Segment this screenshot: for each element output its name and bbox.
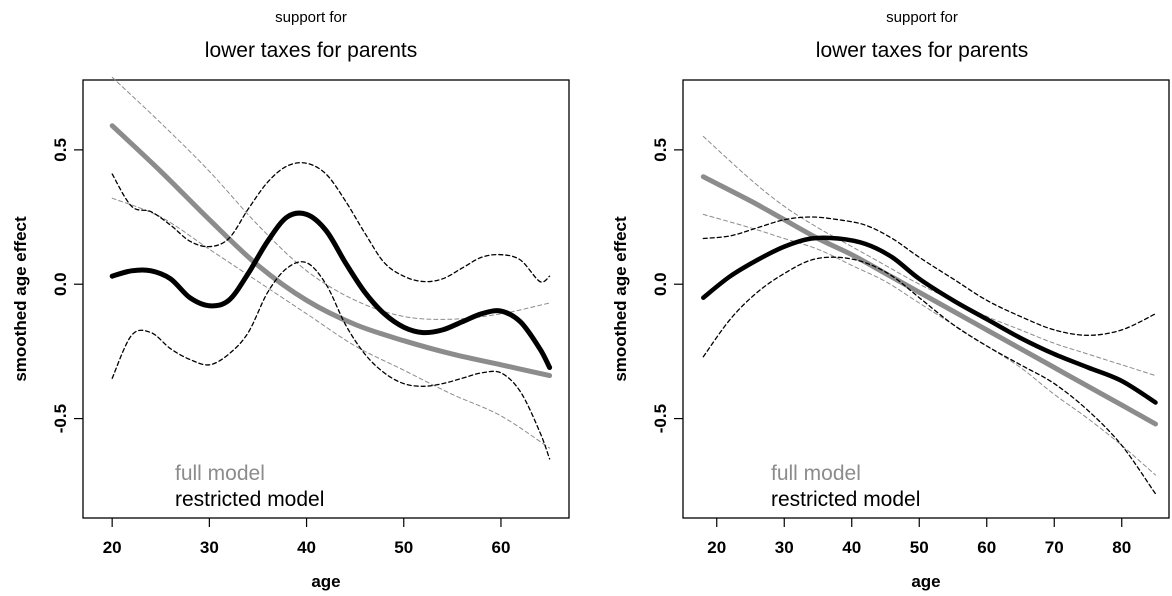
y-tick-label: -0.5 [51,404,70,433]
y-tick-label: 0.0 [51,272,70,296]
x-axis: 20 30 40 50 60 70 80 [707,518,1131,557]
plot-area-frame [82,79,570,519]
y-tick-label: 0.5 [651,138,670,162]
chart-supertitle: support for [886,9,958,26]
y-tick-label: 0.5 [51,138,70,162]
y-axis-label: smoothed age effect [611,216,630,382]
series-line-full-model-upper [702,135,1156,377]
chart-supertitle: support for [275,9,347,26]
y-axis: 0.5 0.0 -0.5 [651,138,683,433]
x-tick-label: 60 [491,538,510,557]
y-axis-label: smoothed age effect [11,216,30,382]
x-tick-label: 30 [200,538,219,557]
series-line-restricted-model-lower [111,261,551,460]
chart-panel-left: support for lower taxes for parents 20 30… [11,9,570,591]
x-tick-label: 20 [707,538,726,557]
x-axis: 20 30 40 50 60 [103,518,510,557]
x-tick-label: 40 [297,538,316,557]
chart-panel-right: support for lower taxes for parents 20 30… [611,9,1170,591]
x-tick-label: 60 [977,538,996,557]
y-tick-label: 0.0 [651,272,670,296]
x-tick-label: 50 [394,538,413,557]
plot-area-frame [682,79,1170,519]
x-tick-label: 50 [910,538,929,557]
x-tick-label: 30 [775,538,794,557]
series-line-full-model [700,174,1158,427]
series-line-restricted-model [109,210,553,370]
series-line-restricted-model-upper [111,162,551,283]
x-axis-label: age [911,572,940,591]
x-tick-label: 70 [1045,538,1064,557]
series-line-full-model-lower [702,213,1156,476]
x-tick-label: 20 [103,538,122,557]
y-tick-label: -0.5 [651,404,670,433]
x-tick-label: 40 [842,538,861,557]
chart-title: lower taxes for parents [816,39,1028,62]
legend-entry-restricted-model: restricted model [175,488,324,511]
y-axis: 0.5 0.0 -0.5 [51,138,83,433]
series-group [700,135,1158,495]
legend-entry-restricted-model: restricted model [771,488,920,511]
series-line-restricted-model-lower [702,256,1157,495]
series-line-full-model [109,123,553,379]
chart-title: lower taxes for parents [205,39,417,62]
legend-entry-full-model: full model [771,462,861,485]
series-line-restricted-model-upper [702,216,1157,336]
x-axis-label: age [311,572,340,591]
series-line-restricted-model [701,235,1158,405]
legend-entry-full-model: full model [175,462,265,485]
series-line-full-model-lower [111,197,551,449]
series-group [109,76,553,460]
x-tick-label: 80 [1112,538,1131,557]
